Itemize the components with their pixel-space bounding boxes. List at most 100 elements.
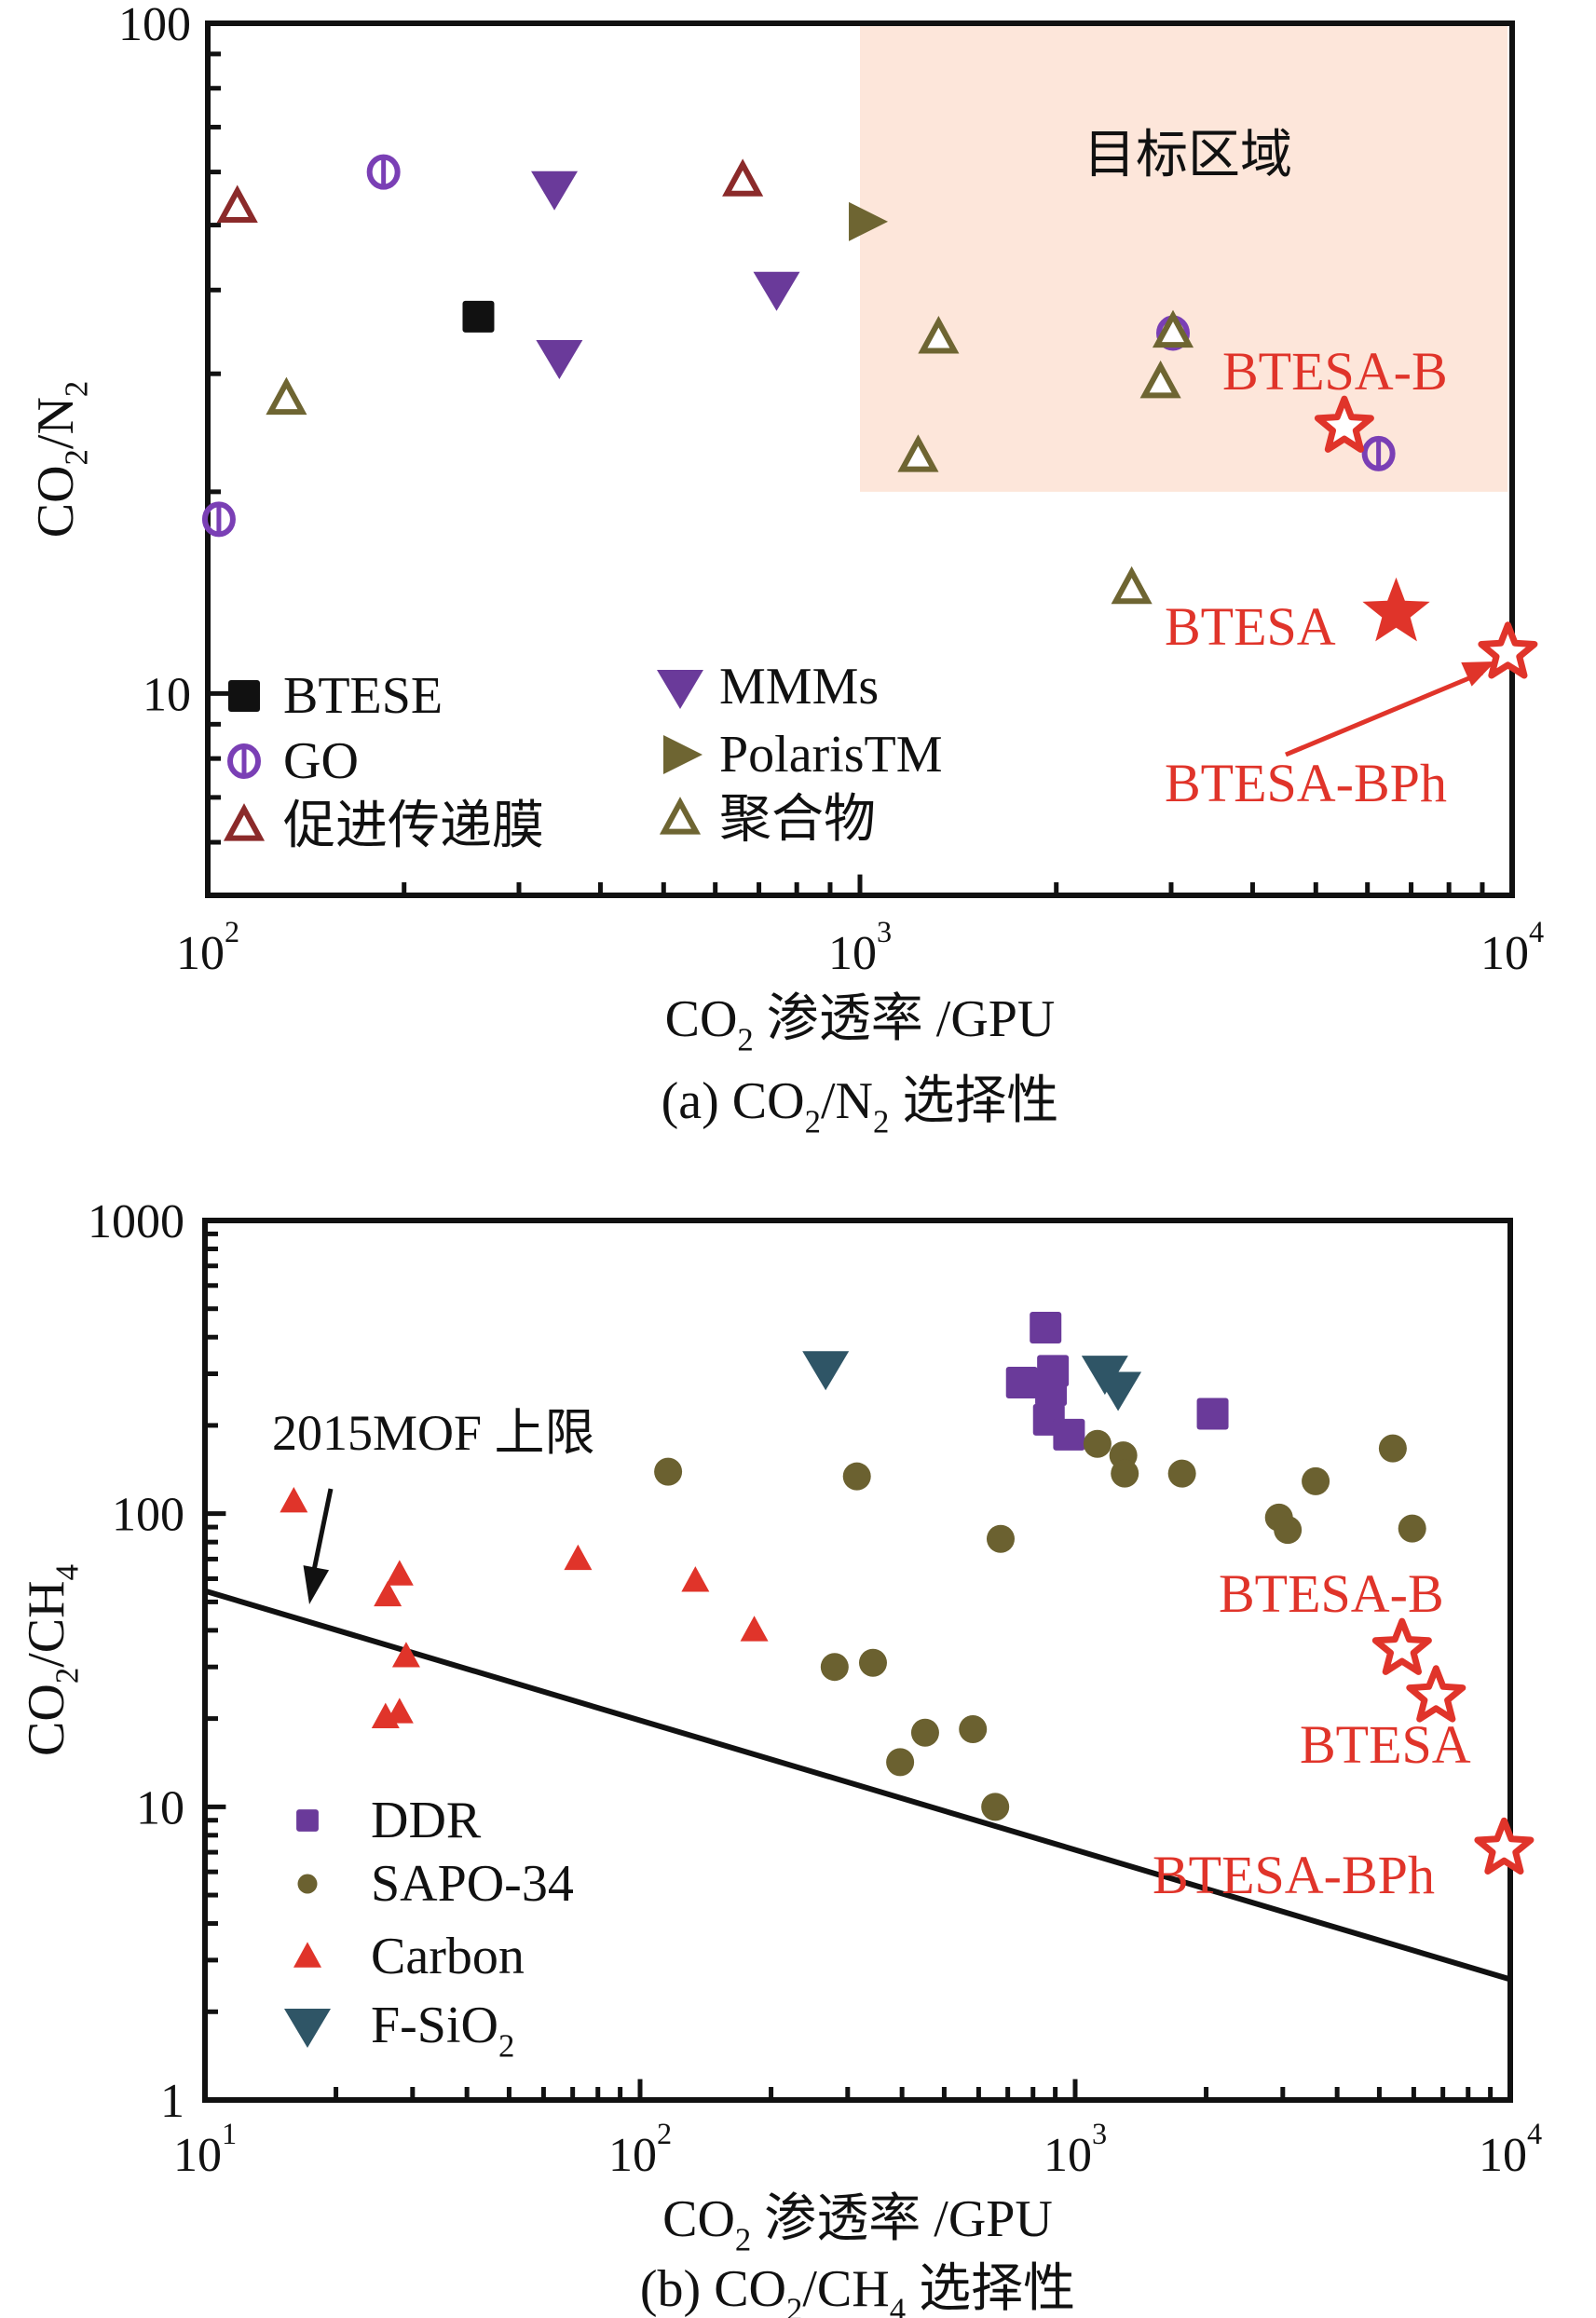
legend-label: DDR [371,1792,482,1849]
x-axis-title: CO2 渗透率 /GPU [665,990,1056,1058]
highlight-btesa: BTESA [1165,577,1430,657]
data-point [1111,566,1153,605]
highlight-btesa-bph: BTESA-BPh [1153,1817,1535,1905]
data-point [722,158,764,197]
highlight-label: BTESA-BPh [1153,1845,1435,1905]
marker-ring [227,743,261,779]
highlight-btesa-b: BTESA-B [1219,1563,1444,1675]
y-axis-title: CO2/N2 [27,381,95,539]
legend-label: Carbon [371,1928,525,1985]
legend-marker [297,1874,318,1894]
y-tick-label: 10 [143,668,191,721]
series-sapo-34 [654,1429,1426,1821]
x-tick-label: 103 [1044,2117,1107,2182]
data-point [897,434,939,472]
y-tick-label: 100 [118,0,191,51]
y-tick-label: 100 [112,1489,184,1542]
data-point [280,1487,308,1513]
target-region-label: 目标区域 [1084,125,1292,185]
data-point [1274,1516,1303,1545]
data-point [1095,1371,1142,1411]
highlight-label: BTESA [1300,1714,1471,1775]
data-point [910,1718,939,1747]
data-point [654,1457,683,1486]
data-point [858,1648,887,1677]
data-point [1196,1398,1229,1430]
data-point [366,154,401,190]
data-point [986,1524,1015,1553]
data-point [1152,309,1194,348]
highlight-btesa-b: BTESA-B [1222,341,1448,453]
legend-item-polymer: 聚合物 [659,791,876,849]
data-point [1398,1514,1426,1543]
x-tick-label: 104 [1480,915,1544,980]
legend-marker [223,803,266,841]
legend-label: F-SiO2 [371,1997,514,2065]
data-point [1053,1418,1085,1451]
data-point [531,170,579,211]
legend-item-carbon: Carbon [293,1928,525,1985]
legend-item-btese: BTESE [228,667,443,725]
upper-bound-arrow-head [303,1565,330,1604]
data-point [681,1566,710,1592]
data-point [1378,1434,1407,1463]
data-point [374,1580,402,1607]
highlight-btesa: BTESA [1300,1665,1471,1775]
legend-label: 聚合物 [719,791,876,849]
legend-marker [284,2009,331,2048]
data-point [981,1793,1010,1821]
panel-caption: (a) CO2/N2 选择性 [662,1072,1059,1140]
data-point [385,1560,414,1586]
legend-marker [296,1809,319,1832]
data-point [802,1351,850,1391]
data-point [1005,1366,1038,1398]
y-tick-label: 1000 [88,1195,184,1248]
plot-frame [202,1218,1513,2103]
axis-ticks [205,51,1485,898]
upper-bound-line [204,1588,1511,1983]
legend-label: BTESE [283,667,443,725]
legend-marker [663,735,703,774]
legend-item-polaristm: PolarisTM [663,726,943,784]
legend-item-facilitated-transport: 促进传递膜 [223,798,544,855]
legend-marker [657,670,703,709]
panel-caption: (b) CO2/CH4 选择性 [640,2260,1075,2318]
data-point [1083,1429,1112,1458]
star-marker [1314,395,1374,453]
series-facilitated-transport [216,158,764,223]
legend-label: 促进传递膜 [283,798,544,855]
marker-ring [1361,435,1396,471]
legend-item-sapo-34: SAPO-34 [297,1855,574,1913]
series-polymer [266,309,1194,605]
data-point [1111,1459,1139,1488]
data-point [1167,1459,1196,1488]
data-point [216,184,258,223]
marker-ring [366,154,401,190]
highlight-btesa-bph: BTESA-BPh [1165,621,1538,813]
legend-marker [227,743,261,779]
highlight-label: BTESA [1165,596,1336,657]
highlight-label: BTESA-BPh [1165,753,1447,813]
series-carbon [280,1487,769,1728]
legend-item-mmms: MMMs [657,658,879,716]
series-polaristm [849,201,889,241]
star-marker [1406,1665,1466,1723]
y-tick-label: 10 [136,1781,184,1834]
y-tick-label: 1 [160,2075,184,2128]
series-mmms [531,170,800,379]
data-point [959,1715,988,1744]
data-point [1302,1466,1330,1495]
data-point [536,339,583,379]
highlight-label: BTESA-B [1222,341,1448,402]
star-marker [1371,1617,1432,1675]
data-point [1030,1312,1062,1344]
series-ddr [1005,1312,1229,1451]
x-tick-label: 102 [608,2117,672,2182]
legend-label: GO [283,732,359,790]
legend-label: SAPO-34 [371,1855,574,1913]
x-tick-label: 103 [828,915,892,980]
legend: DDR SAPO-34 Carbon F-SiO2 [284,1792,574,2065]
legend-marker [228,680,260,712]
data-point [753,271,800,311]
data-point [820,1653,849,1682]
